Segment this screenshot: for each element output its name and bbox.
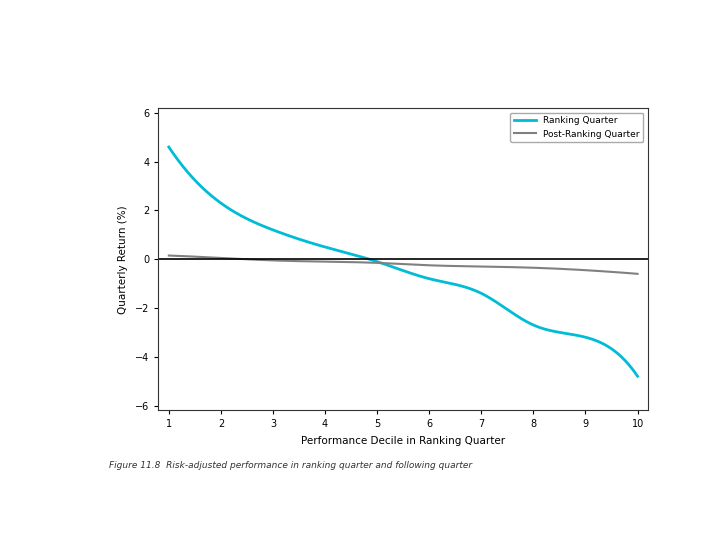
Post-Ranking Quarter — [590, 267, 598, 274]
Ranking Quarter — [164, 144, 173, 150]
Ranking Quarter — [634, 373, 642, 380]
Line: Ranking Quarter: Ranking Quarter — [168, 147, 638, 376]
Text: 11-32: 11-32 — [29, 508, 78, 523]
Ranking Quarter — [166, 146, 175, 153]
Legend: Ranking Quarter, Post-Ranking Quarter: Ranking Quarter, Post-Ranking Quarter — [510, 112, 644, 142]
Post-Ranking Quarter — [164, 252, 173, 259]
Post-Ranking Quarter — [634, 271, 642, 277]
Post-Ranking Quarter — [444, 262, 452, 269]
Post-Ranking Quarter — [559, 266, 568, 272]
Ranking Quarter — [451, 281, 460, 288]
Text: INVESTMENTS  |  BODIE, KANE, MARCUS: INVESTMENTS | BODIE, KANE, MARCUS — [362, 508, 706, 524]
X-axis label: Performance Decile in Ranking Quarter: Performance Decile in Ranking Quarter — [301, 436, 505, 447]
Ranking Quarter — [559, 330, 568, 336]
Ranking Quarter — [442, 279, 451, 286]
Line: Post-Ranking Quarter: Post-Ranking Quarter — [168, 255, 638, 274]
Post-Ranking Quarter — [442, 262, 451, 269]
Ranking Quarter — [444, 280, 452, 286]
Text: Figure 11.8 Risk-adjusted performance in
ranking quarter and following quarter: Figure 11.8 Risk-adjusted performance in… — [35, 6, 685, 64]
Text: Figure 11.8  Risk-adjusted performance in ranking quarter and following quarter: Figure 11.8 Risk-adjusted performance in… — [109, 461, 472, 470]
Post-Ranking Quarter — [166, 252, 175, 259]
Ranking Quarter — [590, 336, 598, 343]
Post-Ranking Quarter — [451, 263, 460, 269]
Y-axis label: Quarterly Return (%): Quarterly Return (%) — [118, 205, 128, 314]
